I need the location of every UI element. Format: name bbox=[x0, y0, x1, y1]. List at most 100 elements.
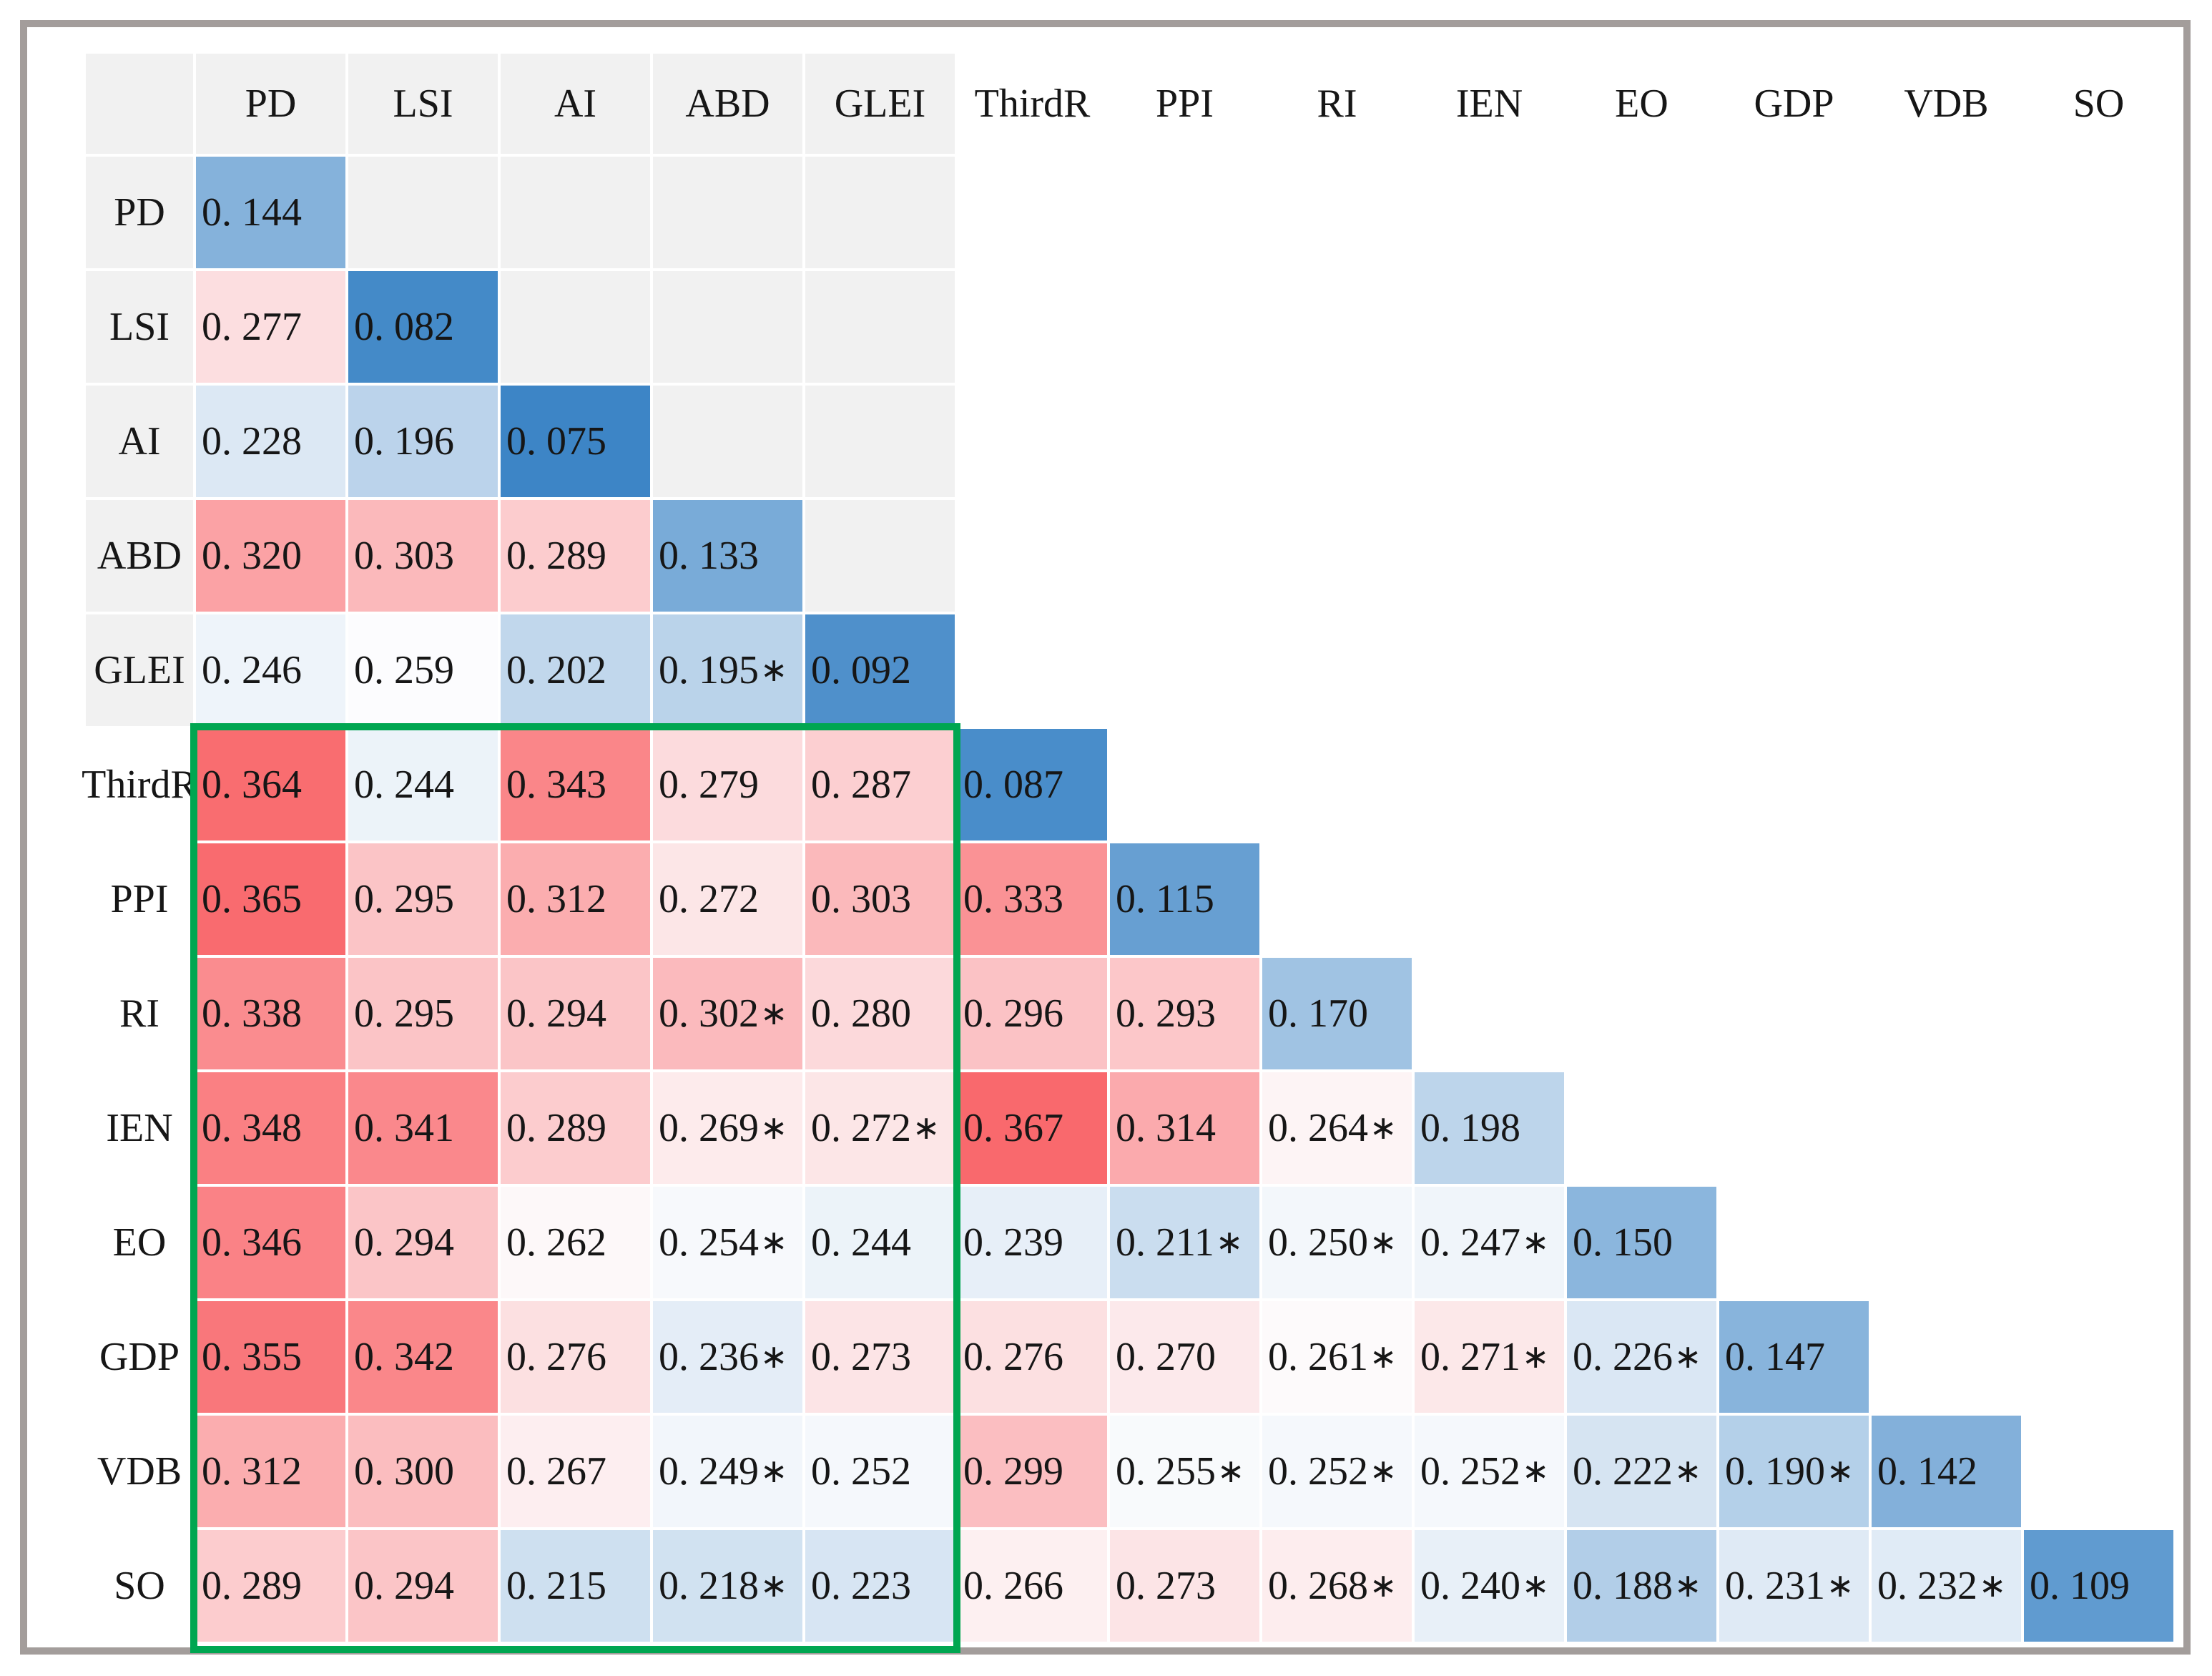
empty-cell bbox=[1262, 157, 1412, 268]
empty-cell bbox=[1262, 500, 1412, 612]
empty-cell bbox=[1872, 271, 2021, 383]
matrix-cell: 0. 303 bbox=[805, 843, 955, 955]
matrix-cell: 0. 228 bbox=[196, 386, 345, 497]
significance-asterisk: ∗ bbox=[760, 1341, 787, 1373]
empty-cell bbox=[653, 386, 802, 497]
column-header-glei: GLEI bbox=[805, 54, 955, 154]
matrix-cell: 0. 262 bbox=[501, 1187, 650, 1298]
matrix-cell: 0. 268∗ bbox=[1262, 1530, 1412, 1642]
matrix-cell: 0. 312 bbox=[501, 843, 650, 955]
empty-cell bbox=[1415, 157, 1564, 268]
empty-cell bbox=[2024, 500, 2173, 612]
empty-cell bbox=[958, 614, 1107, 726]
empty-cell bbox=[1110, 157, 1259, 268]
row-header-vdb: VDB bbox=[86, 1416, 193, 1527]
matrix-cell: 0. 273 bbox=[1110, 1530, 1259, 1642]
empty-cell bbox=[348, 157, 498, 268]
empty-cell bbox=[1567, 614, 1716, 726]
significance-asterisk: ∗ bbox=[1216, 1226, 1243, 1259]
empty-cell bbox=[1719, 1187, 1869, 1298]
column-header-abd: ABD bbox=[653, 54, 802, 154]
empty-cell bbox=[1872, 500, 2021, 612]
row-header-ai: AI bbox=[86, 386, 193, 497]
column-header-pd: PD bbox=[196, 54, 345, 154]
matrix-cell: 0. 295 bbox=[348, 843, 498, 955]
empty-cell bbox=[2024, 1187, 2173, 1298]
matrix-cell: 0. 293 bbox=[1110, 958, 1259, 1069]
significance-asterisk: ∗ bbox=[1370, 1569, 1397, 1602]
matrix-cell: 0. 109 bbox=[2024, 1530, 2173, 1642]
significance-asterisk: ∗ bbox=[1370, 1455, 1397, 1488]
matrix-cell: 0. 272∗ bbox=[805, 1072, 955, 1184]
row-header-gdp: GDP bbox=[86, 1301, 193, 1413]
matrix-cell: 0. 300 bbox=[348, 1416, 498, 1527]
empty-cell bbox=[1110, 386, 1259, 497]
empty-cell bbox=[1567, 386, 1716, 497]
significance-asterisk: ∗ bbox=[760, 1569, 787, 1602]
matrix-cell: 0. 087 bbox=[958, 729, 1107, 841]
column-header-ppi: PPI bbox=[1110, 54, 1259, 154]
empty-cell bbox=[1415, 843, 1564, 955]
row-header-ien: IEN bbox=[86, 1072, 193, 1184]
matrix-cell: 0. 367 bbox=[958, 1072, 1107, 1184]
empty-cell bbox=[1567, 729, 1716, 841]
matrix-cell: 0. 343 bbox=[501, 729, 650, 841]
significance-asterisk: ∗ bbox=[1370, 1226, 1397, 1259]
matrix-cell: 0. 266 bbox=[958, 1530, 1107, 1642]
empty-cell bbox=[1567, 500, 1716, 612]
significance-asterisk: ∗ bbox=[760, 997, 787, 1030]
matrix-cell: 0. 133 bbox=[653, 500, 802, 612]
significance-asterisk: ∗ bbox=[1674, 1569, 1701, 1602]
empty-cell bbox=[805, 157, 955, 268]
matrix-cell: 0. 247∗ bbox=[1415, 1187, 1564, 1298]
matrix-cell: 0. 202 bbox=[501, 614, 650, 726]
significance-asterisk: ∗ bbox=[1522, 1455, 1549, 1488]
empty-cell bbox=[1415, 271, 1564, 383]
column-header-gdp: GDP bbox=[1719, 54, 1869, 154]
matrix-cell: 0. 255∗ bbox=[1110, 1416, 1259, 1527]
matrix-cell: 0. 222∗ bbox=[1567, 1416, 1716, 1527]
empty-cell bbox=[1567, 271, 1716, 383]
matrix-cell: 0. 280 bbox=[805, 958, 955, 1069]
empty-cell bbox=[2024, 1072, 2173, 1184]
column-header-so: SO bbox=[2024, 54, 2173, 154]
column-header-ai: AI bbox=[501, 54, 650, 154]
column-header-lsi: LSI bbox=[348, 54, 498, 154]
matrix-cell: 0. 276 bbox=[501, 1301, 650, 1413]
empty-cell bbox=[1872, 1187, 2021, 1298]
matrix-cell: 0. 075 bbox=[501, 386, 650, 497]
empty-cell bbox=[1110, 500, 1259, 612]
column-header-ri: RI bbox=[1262, 54, 1412, 154]
empty-cell bbox=[501, 157, 650, 268]
empty-cell bbox=[1872, 729, 2021, 841]
matrix-cell: 0. 289 bbox=[501, 1072, 650, 1184]
empty-cell bbox=[1415, 386, 1564, 497]
matrix-cell: 0. 082 bbox=[348, 271, 498, 383]
matrix-cell: 0. 314 bbox=[1110, 1072, 1259, 1184]
row-header-abd: ABD bbox=[86, 500, 193, 612]
empty-cell bbox=[1719, 843, 1869, 955]
matrix-cell: 0. 279 bbox=[653, 729, 802, 841]
matrix-cell: 0. 249∗ bbox=[653, 1416, 802, 1527]
empty-cell bbox=[1872, 386, 2021, 497]
matrix-cell: 0. 211∗ bbox=[1110, 1187, 1259, 1298]
matrix-cell: 0. 142 bbox=[1872, 1416, 2021, 1527]
matrix-cell: 0. 150 bbox=[1567, 1187, 1716, 1298]
empty-cell bbox=[805, 271, 955, 383]
row-header-thirdr: ThirdR bbox=[86, 729, 193, 841]
row-header-lsi: LSI bbox=[86, 271, 193, 383]
significance-asterisk: ∗ bbox=[1217, 1455, 1244, 1488]
significance-asterisk: ∗ bbox=[1979, 1569, 2006, 1602]
column-header-eo: EO bbox=[1567, 54, 1716, 154]
matrix-cell: 0. 244 bbox=[805, 1187, 955, 1298]
empty-cell bbox=[1567, 843, 1716, 955]
empty-cell bbox=[1415, 614, 1564, 726]
matrix-cell: 0. 346 bbox=[196, 1187, 345, 1298]
empty-cell bbox=[653, 157, 802, 268]
empty-cell bbox=[2024, 729, 2173, 841]
matrix-cell: 0. 303 bbox=[348, 500, 498, 612]
matrix-cell: 0. 269∗ bbox=[653, 1072, 802, 1184]
corner-cell bbox=[86, 54, 193, 154]
empty-cell bbox=[2024, 157, 2173, 268]
row-header-ppi: PPI bbox=[86, 843, 193, 955]
